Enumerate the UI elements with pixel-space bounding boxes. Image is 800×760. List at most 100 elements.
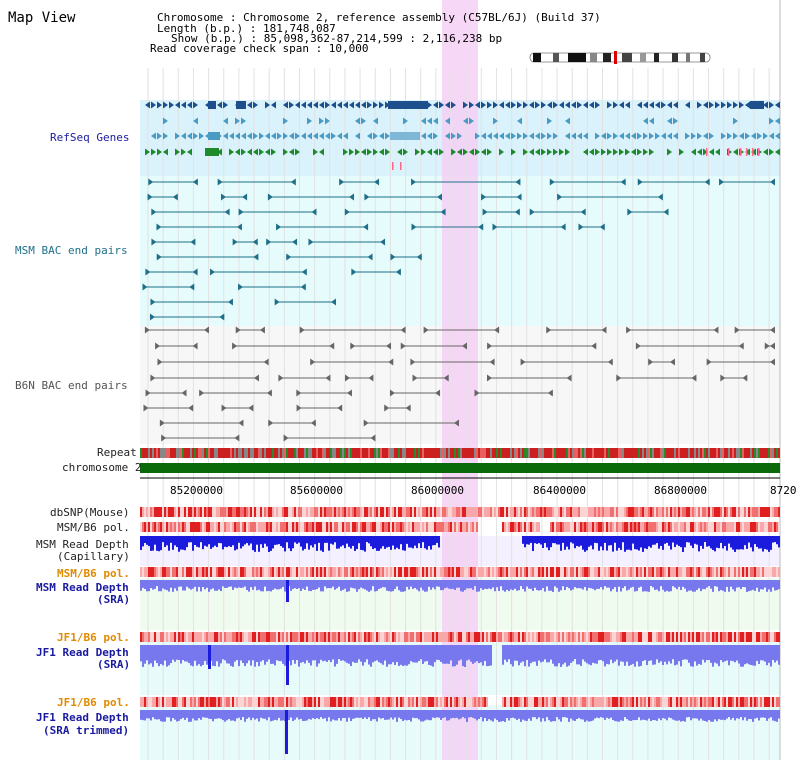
msm-bac-track[interactable] <box>142 178 775 321</box>
chromosome-bar[interactable] <box>140 463 780 473</box>
heat-cell <box>330 697 332 707</box>
coverage-tracks[interactable] <box>140 507 780 754</box>
heat-cell <box>528 697 530 707</box>
track-label-msm-pol-sra[interactable]: MSM/B6 pol. <box>57 567 130 580</box>
heat-cell <box>210 507 212 517</box>
repeat-segment <box>232 448 234 458</box>
heat-cell <box>348 632 350 642</box>
repeat-segment <box>358 448 360 458</box>
track-label-chromosome[interactable]: chromosome 2 <box>62 461 141 474</box>
bac-end <box>192 342 198 350</box>
heat-cell <box>684 522 686 532</box>
heat-cell <box>598 697 600 707</box>
track-label-dbsnp[interactable]: dbSNP(Mouse) <box>50 506 129 519</box>
heat-cell <box>444 632 446 642</box>
repeat-segment <box>212 448 214 458</box>
repeat-track[interactable] <box>140 448 780 458</box>
depth-bar <box>182 645 184 661</box>
depth-bar <box>752 645 754 666</box>
depth-bar <box>336 645 338 664</box>
heat-cell <box>470 522 472 532</box>
depth-bar <box>582 536 584 550</box>
depth-bar <box>176 580 178 591</box>
heat-cell <box>418 567 420 577</box>
repeat-segment <box>718 448 720 458</box>
heat-cell <box>158 507 160 517</box>
track-label-msm-depth-sra[interactable]: MSM Read Depth <box>36 581 129 594</box>
track-label-refseq[interactable]: RefSeq Genes <box>50 131 129 144</box>
heat-cell <box>710 522 712 532</box>
bac-end <box>423 326 429 334</box>
heat-cell <box>726 697 728 707</box>
heat-cell <box>548 697 550 707</box>
depth-bar <box>208 710 210 719</box>
heat-cell <box>366 632 368 642</box>
track-label-repeat[interactable]: Repeat <box>97 446 137 459</box>
gene-arrow <box>763 148 768 156</box>
heat-cell <box>444 507 446 517</box>
track-label-jf1-pol[interactable]: JF1/B6 pol. <box>57 631 130 644</box>
heat-cell <box>364 697 366 707</box>
repeat-segment <box>554 448 556 458</box>
depth-bar <box>544 710 546 722</box>
track-label-msm-bac[interactable]: MSM BAC end pairs <box>15 244 128 257</box>
track-label-b6n-bac[interactable]: B6N BAC end pairs <box>15 379 128 392</box>
heat-cell <box>374 507 376 517</box>
depth-bar <box>752 580 754 590</box>
depth-bar <box>274 580 276 589</box>
heat-cell <box>280 507 282 517</box>
depth-bar <box>700 645 702 665</box>
depth-bar <box>412 580 414 589</box>
depth-bar <box>712 536 714 550</box>
track-label-jf1-trimmed[interactable]: JF1 Read Depth <box>36 711 129 724</box>
gene-arrow <box>247 148 252 156</box>
heat-cell <box>380 507 382 517</box>
gene-arrow <box>709 101 714 109</box>
heat-cell <box>356 567 358 577</box>
heat-cell <box>642 632 644 642</box>
depth-bar <box>632 710 634 721</box>
heat-cell <box>194 697 196 707</box>
depth-bar <box>694 710 696 719</box>
depth-bar <box>512 645 514 667</box>
track-label-msm-depth-cap[interactable]: MSM Read Depth <box>36 538 129 551</box>
chromosome-ideogram[interactable] <box>529 51 711 64</box>
heat-cell <box>266 507 268 517</box>
track-label-msm-pol[interactable]: MSM/B6 pol. <box>57 521 130 534</box>
track-label-jf1-pol-2[interactable]: JF1/B6 pol. <box>57 696 130 709</box>
depth-bar <box>264 710 266 719</box>
heat-cell <box>736 522 738 532</box>
heat-cell <box>230 632 232 642</box>
heat-cell <box>604 697 606 707</box>
heat-cell <box>374 697 376 707</box>
refseq-genes-track[interactable] <box>145 101 780 170</box>
gene-arrow <box>733 132 738 140</box>
track-label-jf1-depth[interactable]: JF1 Read Depth <box>36 646 129 659</box>
depth-spike <box>208 645 211 669</box>
depth-bar <box>274 710 276 720</box>
repeat-segment <box>560 448 562 458</box>
heat-cell <box>628 507 630 517</box>
heat-cell <box>732 522 734 532</box>
b6n-bac-track[interactable] <box>143 326 775 442</box>
heat-cell <box>358 522 360 532</box>
depth-bar <box>602 645 604 662</box>
depth-bar <box>460 710 462 719</box>
repeat-segment <box>192 448 194 458</box>
heat-cell <box>710 567 712 577</box>
depth-bar <box>714 710 716 720</box>
depth-bar <box>652 536 654 545</box>
bac-end <box>489 358 495 366</box>
repeat-segment <box>528 448 530 458</box>
depth-bar <box>704 710 706 721</box>
heat-cell <box>526 697 528 707</box>
repeat-segment <box>484 448 486 458</box>
heat-cell <box>524 507 526 517</box>
heat-cell <box>174 567 176 577</box>
heat-cell <box>762 567 764 577</box>
depth-bar <box>310 645 312 666</box>
heat-cell <box>248 507 250 517</box>
depth-bar <box>670 580 672 592</box>
depth-bar <box>628 580 630 590</box>
repeat-segment <box>520 448 522 458</box>
